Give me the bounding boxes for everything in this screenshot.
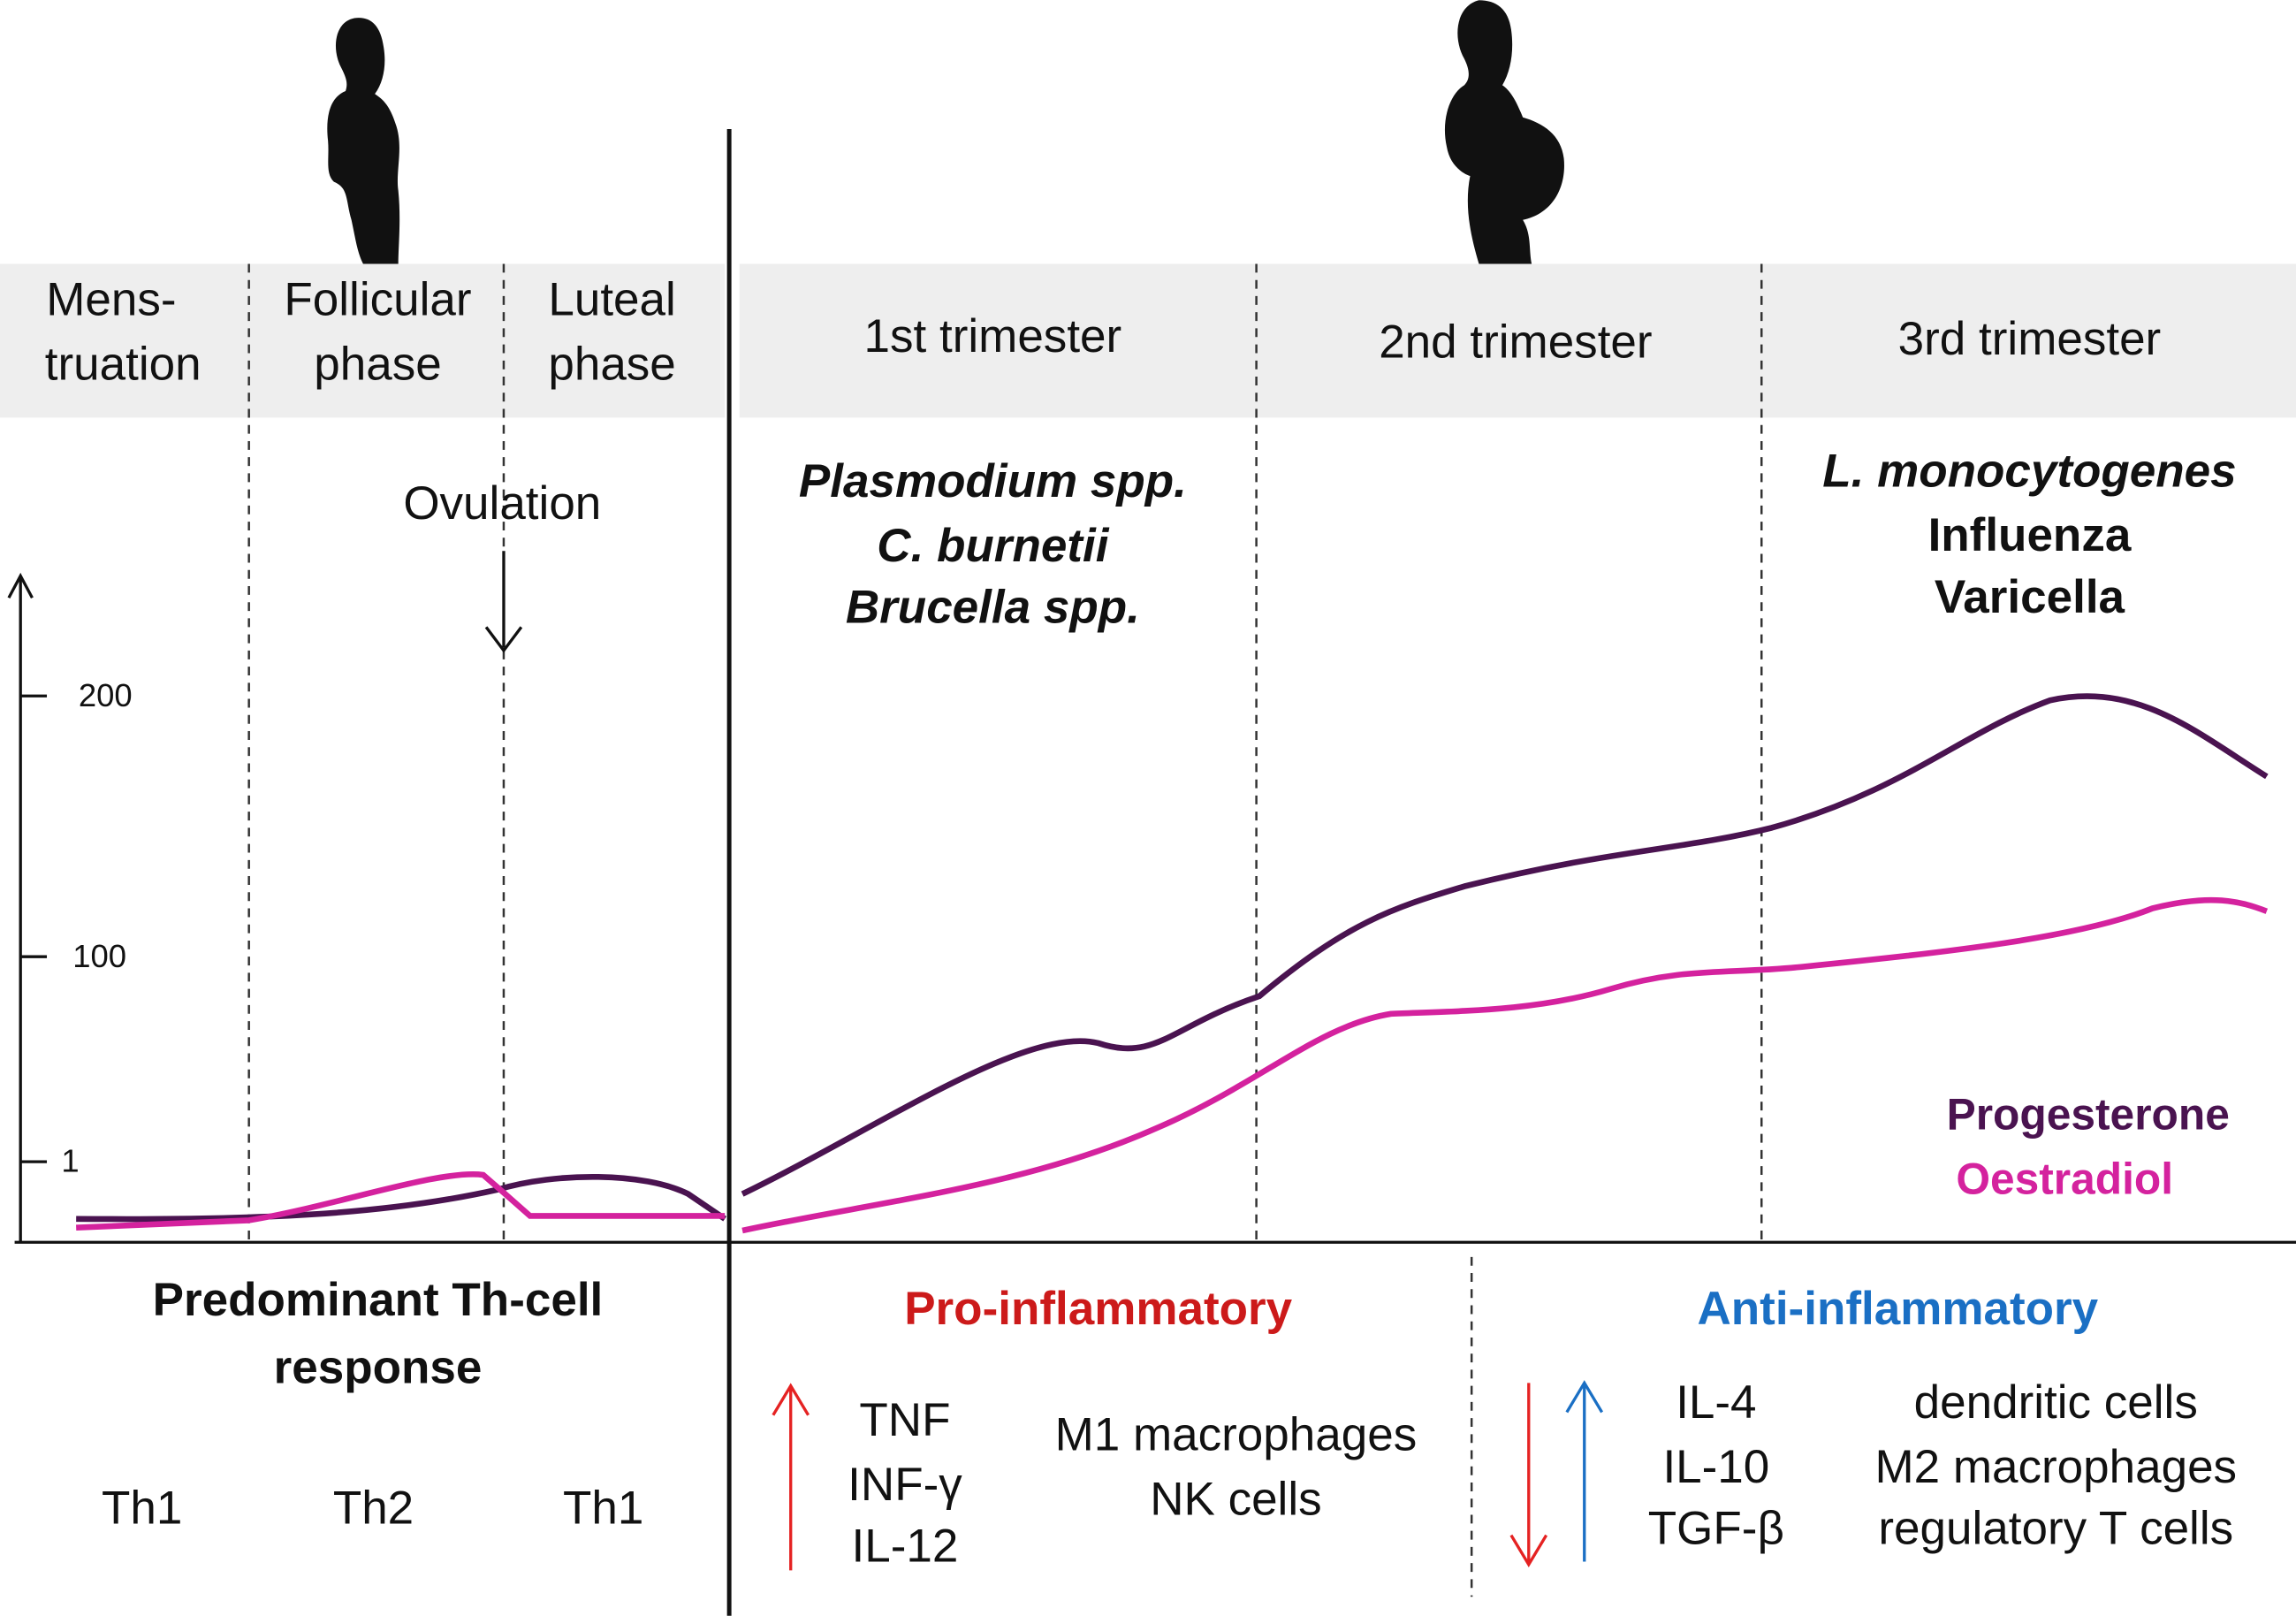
pathogen: L. monocytogenes: [1822, 445, 2236, 497]
oestradiol-curve: [76, 1171, 726, 1231]
pregnant-silhouette: [1444, 0, 1564, 264]
cell-type: M2 macrophages: [1874, 1441, 2237, 1493]
pathogen: Plasmodium spp.: [799, 455, 1187, 507]
th-type: Th1: [563, 1482, 643, 1534]
pathogen: C. burnetii: [877, 520, 1109, 572]
y-axis-arrow: [7, 572, 34, 599]
cell-type: dendritic cells: [1914, 1376, 2198, 1429]
cytokine: IL-4: [1676, 1376, 1756, 1429]
cytokine: TNF: [859, 1394, 950, 1446]
phase-label: Luteal: [548, 273, 675, 325]
pathogen: Varicella: [1935, 571, 2125, 623]
cycle-band: [0, 263, 726, 418]
cell-type: NK cells: [1150, 1473, 1321, 1525]
th-title: response: [274, 1341, 483, 1393]
cytokine: TGF-β: [1648, 1503, 1784, 1555]
phase-label: phase: [314, 338, 441, 390]
progesterone-curve: [741, 693, 2269, 1197]
trimester-label: 3rd trimester: [1898, 313, 2162, 365]
th-type: Th2: [333, 1482, 414, 1534]
y-tick-label: 200: [79, 677, 133, 713]
phase-label: truation: [45, 338, 201, 390]
pathogen: Brucella spp.: [846, 581, 1140, 633]
cytokine: IL-12: [852, 1520, 959, 1572]
cytokine: IL-10: [1662, 1441, 1769, 1493]
phase-label: Mens-: [46, 273, 176, 325]
trimester-label: 2nd trimester: [1379, 316, 1652, 369]
legend-progesterone: Progesterone: [1947, 1090, 2230, 1140]
phase-label: phase: [548, 338, 675, 390]
woman-silhouette: [327, 18, 400, 264]
th-title: Predominant Th-cell: [153, 1274, 604, 1326]
up-arrow: [1565, 1380, 1604, 1562]
ovulation-arrow: [484, 551, 523, 653]
legend-oestradiol: Oestradiol: [1956, 1155, 2173, 1204]
trimester-label: 1st trimester: [864, 310, 1122, 362]
progesterone-curve: [76, 1173, 727, 1223]
cell-type: M1 macrophages: [1055, 1409, 1418, 1461]
ovulation-label: Ovulation: [403, 477, 601, 530]
up-arrow: [772, 1383, 810, 1571]
th-type: Th1: [102, 1482, 182, 1534]
pregnancy-band: [739, 263, 2296, 418]
oestradiol-curve: [741, 896, 2269, 1234]
down-arrow: [1509, 1383, 1548, 1568]
pathogen: Influenza: [1928, 509, 2132, 561]
cytokine: INF-γ: [848, 1459, 962, 1511]
phase-label: Follicular: [284, 273, 471, 325]
anti-title: Anti-inflammatory: [1698, 1283, 2099, 1335]
pro-title: Pro-inflammatory: [904, 1283, 1292, 1335]
cell-type: regulatory T cells: [1878, 1503, 2233, 1555]
y-tick-label: 1: [61, 1143, 79, 1179]
y-tick-label: 100: [72, 938, 126, 974]
